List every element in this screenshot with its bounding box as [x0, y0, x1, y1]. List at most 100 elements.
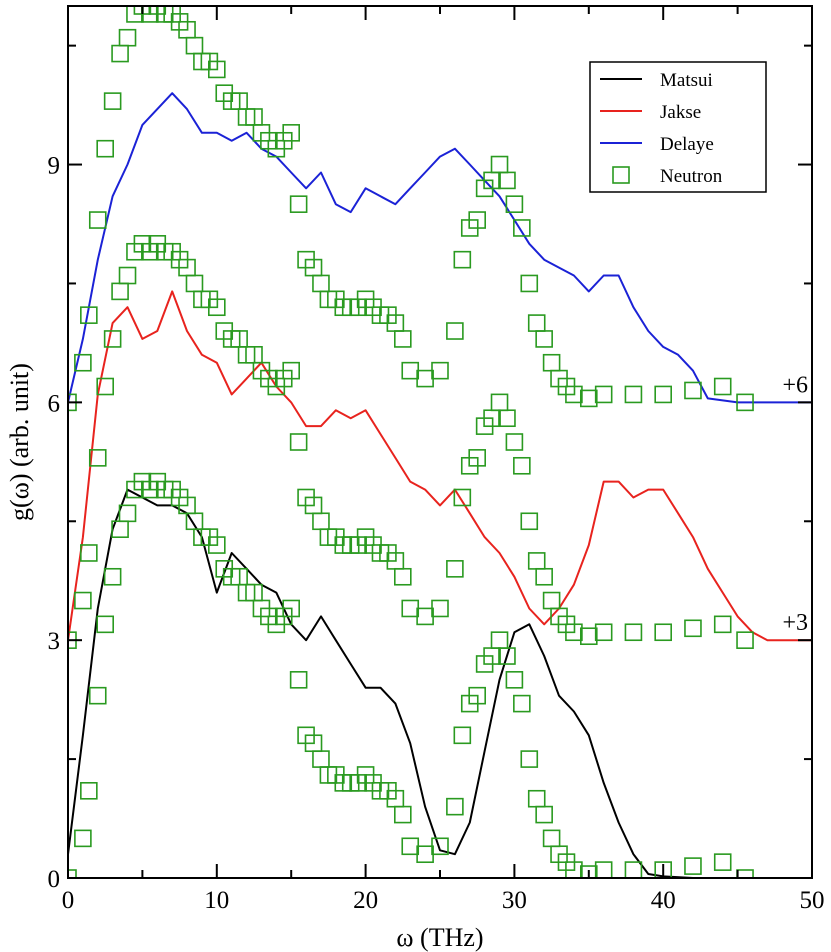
legend-swatch-neutron [612, 166, 630, 184]
neutron-point [654, 861, 673, 878]
y-axis-title: g(ω) (arb. unit) [5, 363, 34, 521]
neutron-point [594, 623, 613, 642]
y-tick-label: 0 [48, 866, 61, 893]
neutron-point [684, 381, 702, 400]
neutron-point [103, 567, 122, 586]
neutron-point [513, 219, 531, 237]
neutron-point [565, 861, 583, 878]
neutron-point [498, 647, 516, 665]
neutron-point [736, 393, 754, 412]
neutron-point [505, 433, 524, 451]
legend-label-jakse: Jakse [660, 102, 701, 123]
legend-label-neutron: Neutron [660, 166, 723, 187]
x-tick-label: 30 [502, 887, 527, 914]
neutron-point [80, 306, 98, 324]
neutron-point [446, 797, 464, 816]
legend-label-delaye: Delaye [660, 134, 714, 155]
neutron-point [520, 512, 539, 531]
neutron-points-offset-3 [68, 235, 754, 649]
legend-box [589, 61, 767, 193]
neutron-point [594, 385, 613, 404]
neutron-point [282, 124, 301, 142]
neutron-point [446, 322, 464, 340]
neutron-point [490, 631, 509, 649]
neutron-point [416, 607, 434, 626]
neutron-point [118, 266, 137, 285]
offset-label-jakse: +3 [782, 610, 808, 636]
neutron-point [208, 298, 226, 317]
neutron-point [654, 623, 673, 642]
neutron-point [542, 591, 561, 610]
neutron-point [468, 211, 487, 229]
neutron-point [208, 536, 226, 554]
neutron-point [80, 544, 98, 562]
neutron-point [713, 853, 732, 871]
neutron-point [96, 139, 114, 158]
neutron-point [453, 488, 472, 507]
neutron-point [565, 385, 583, 404]
y-tick-label: 3 [48, 628, 61, 655]
x-tick-label: 40 [651, 887, 676, 914]
neutron-point [74, 353, 92, 372]
neutron-point [88, 449, 107, 467]
neutron-point [490, 155, 509, 174]
data-layer [68, 6, 812, 878]
neutron-point [565, 623, 583, 642]
neutron-point [713, 615, 732, 634]
neutron-point [282, 361, 301, 380]
delaye-line [68, 92, 812, 404]
y-tick-label: 9 [48, 153, 61, 180]
neutron-point [498, 409, 516, 428]
neutron-point [431, 599, 449, 618]
neutron-point [579, 389, 598, 408]
neutron-point [527, 552, 546, 570]
neutron-point [111, 282, 129, 301]
neutron-point [74, 829, 92, 848]
neutron-point [446, 560, 464, 578]
neutron-point [416, 369, 434, 388]
y-tick-label: 6 [48, 390, 61, 417]
neutron-point [468, 449, 487, 467]
neutron-point [312, 274, 330, 293]
x-tick-label: 10 [204, 887, 229, 914]
neutron-point [468, 686, 487, 705]
neutron-point [736, 631, 754, 649]
neutron-point [542, 353, 561, 372]
ticks-layer: 0 10 20 30 40 50 0 3 6 9 [48, 6, 825, 914]
neutron-point [312, 512, 330, 531]
matsui-line [68, 488, 812, 878]
neutron-point [453, 250, 472, 269]
neutron-point [96, 377, 114, 396]
x-axis-title: ω (THz) [396, 923, 483, 952]
neutron-point [535, 567, 553, 586]
neutron-point [684, 619, 702, 638]
neutron-point [520, 750, 539, 768]
neutron-point [185, 36, 204, 55]
neutron-point [185, 274, 204, 293]
neutron-points-offset-0 [68, 472, 754, 878]
neutron-point [393, 330, 412, 348]
neutron-point [594, 861, 613, 878]
neutron-point [490, 393, 509, 412]
neutron-point [542, 829, 561, 848]
neutron-point [393, 805, 412, 824]
neutron-point [654, 385, 673, 404]
neutron-point [312, 750, 330, 768]
neutron-point [535, 330, 553, 348]
neutron-points-offset-6 [68, 6, 754, 412]
neutron-point [111, 44, 129, 63]
neutron-point [96, 615, 114, 634]
neutron-point [401, 361, 420, 380]
neutron-point [208, 60, 226, 79]
neutron-point [282, 599, 301, 618]
neutron-point [289, 433, 308, 451]
neutron-point [289, 195, 308, 213]
neutron-point [579, 627, 598, 646]
neutron-point [527, 789, 546, 808]
neutron-point [88, 686, 107, 705]
jakse-line [68, 290, 812, 642]
x-tick-label: 0 [62, 887, 75, 914]
neutron-point [401, 837, 420, 856]
neutron-point [88, 211, 107, 229]
